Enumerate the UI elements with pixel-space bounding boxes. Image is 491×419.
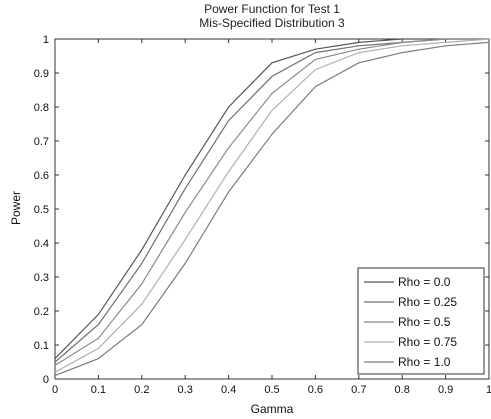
legend-entry-3: Rho = 0.75 [398, 335, 457, 349]
legend-entry-1: Rho = 0.25 [398, 295, 457, 309]
y-tick-label: 0.9 [34, 68, 49, 80]
y-tick-label: 0.4 [34, 238, 49, 250]
x-tick-label: 0.9 [438, 384, 453, 396]
x-tick-label: 0.4 [221, 384, 236, 396]
y-tick-label: 0 [43, 374, 49, 386]
series-line-0 [54, 38, 489, 360]
y-tick-label: 0.6 [34, 170, 49, 182]
y-tick-label: 0.5 [34, 204, 49, 216]
y-axis-label: Power [9, 191, 23, 225]
x-tick-label: 0.1 [91, 384, 106, 396]
y-tick-label: 0.2 [34, 306, 49, 318]
x-tick-label: 0.6 [308, 384, 323, 396]
legend-box [357, 267, 485, 375]
legend-entry-2: Rho = 0.5 [398, 315, 451, 329]
y-tick-label: 0.7 [34, 136, 49, 148]
x-tick-label: 0 [52, 384, 58, 396]
x-axis-ticks: 0 0.1 0.2 0.3 0.4 0.5 0.6 0.7 0.8 0.9 1 [52, 39, 491, 396]
y-tick-label: 0.3 [34, 272, 49, 284]
chart-title: Power Function for Test 1 [204, 2, 340, 16]
series-line-3 [54, 38, 490, 373]
x-axis-label: Gamma [251, 402, 294, 416]
x-tick-label: 0.7 [351, 384, 366, 396]
y-tick-label: 0.1 [34, 340, 49, 352]
y-tick-label: 1 [43, 34, 49, 46]
series-line-2 [54, 38, 489, 366]
legend-entry-0: Rho = 0.0 [398, 275, 451, 289]
y-tick-label: 0.8 [34, 102, 49, 114]
legend: Rho = 0.0 Rho = 0.25 Rho = 0.5 Rho = 0.75 Rh… [357, 267, 485, 375]
series-line-4 [54, 41, 490, 377]
x-tick-label: 1 [486, 384, 491, 396]
chart-subtitle: Mis-Specified Distribution 3 [199, 16, 345, 30]
x-tick-label: 0.3 [178, 384, 193, 396]
legend-entry-4: Rho = 1.0 [398, 355, 451, 369]
y-axis-ticks: 0 0.1 0.2 0.3 0.4 0.5 0.6 0.7 0.8 0.9 1 [34, 34, 489, 386]
x-tick-label: 0.2 [134, 384, 149, 396]
x-tick-label: 0.5 [264, 384, 279, 396]
x-tick-label: 0.8 [395, 384, 410, 396]
series-lines [54, 38, 490, 377]
